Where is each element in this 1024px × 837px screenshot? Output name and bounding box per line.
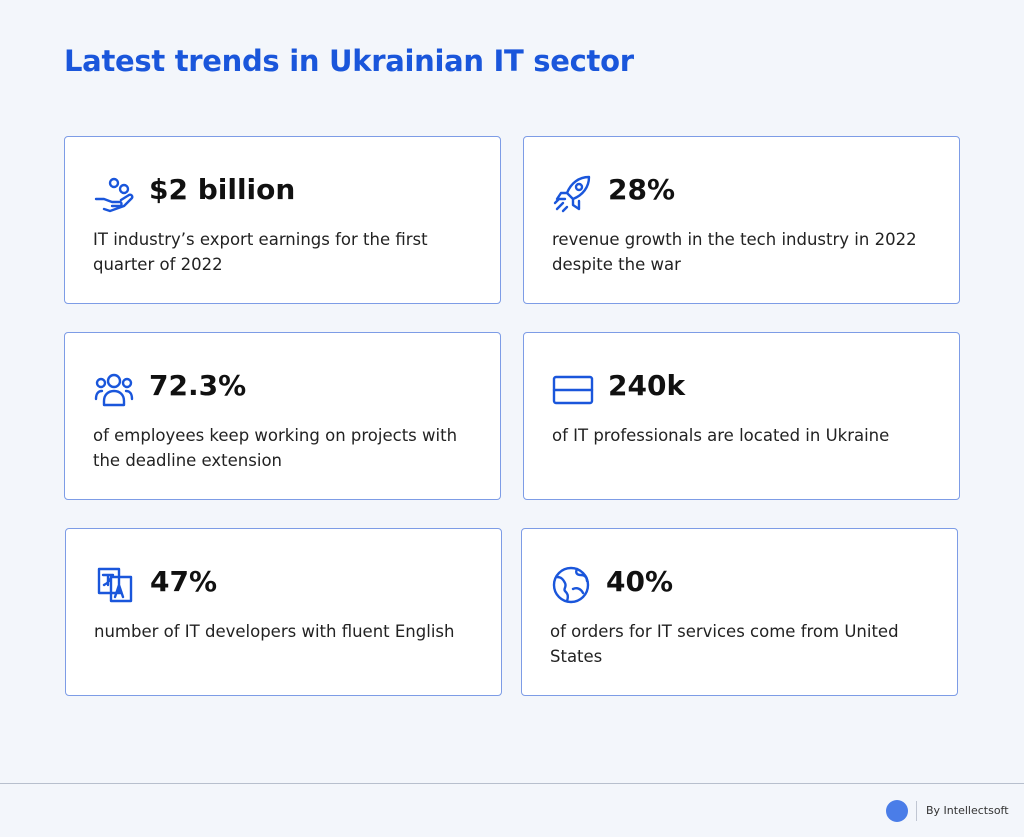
logo (886, 800, 908, 822)
stat: 28% (608, 173, 676, 206)
stat-card: 47% number of IT developers with fluent … (65, 528, 502, 696)
icon (552, 566, 590, 604)
icon (552, 375, 594, 405)
stat: $2 billion (149, 173, 296, 206)
separator (916, 801, 917, 821)
description: of IT professionals are located in Ukrai… (552, 426, 890, 445)
description: of orders for IT services come from Unit… (550, 622, 899, 666)
description: number of IT developers with fluent Engl… (94, 622, 455, 641)
footer-rule (0, 783, 1024, 784)
icon (553, 175, 591, 213)
description: revenue growth in the tech industry in 2… (552, 230, 917, 274)
stat-card: $2 billion IT industry’s export earnings… (64, 136, 501, 304)
stat: 47% (150, 565, 218, 598)
title: Latest trends in Ukrainian IT sector (64, 44, 634, 78)
stat-card: 28% revenue growth in the tech industry … (523, 136, 960, 304)
stat: 240k (608, 369, 686, 402)
credit: By Intellectsoft (926, 804, 1009, 817)
stat: 72.3% (149, 369, 247, 402)
icon (97, 567, 133, 603)
description: IT industry’s export earnings for the fi… (93, 230, 428, 274)
icon (94, 177, 134, 213)
stat: 40% (606, 565, 674, 598)
stat-card: 40% of orders for IT services come from … (521, 528, 958, 696)
stat-card: 240k of IT professionals are located in … (523, 332, 960, 500)
stat-card: 72.3% of employees keep working on proje… (64, 332, 501, 500)
description: of employees keep working on projects wi… (93, 426, 458, 470)
icon (94, 373, 134, 407)
